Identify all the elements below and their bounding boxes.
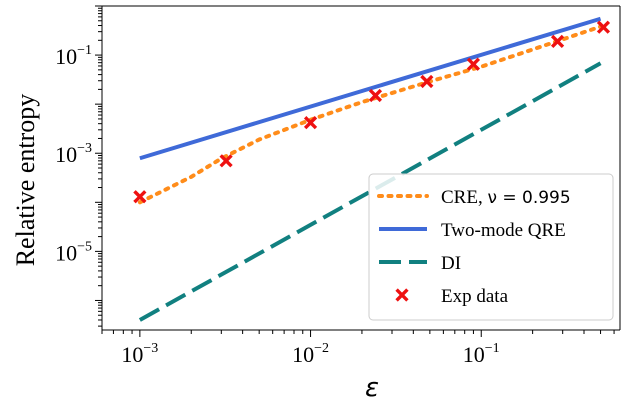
x-tick-label-0: 10−3 — [121, 341, 158, 367]
legend-item-3: Exp data — [395, 286, 509, 307]
series-line-1 — [139, 16, 602, 161]
data-point-2 — [303, 116, 318, 130]
y-tick-label-2: 10−5 — [55, 239, 92, 265]
legend-label: Exp data — [441, 286, 509, 307]
y-tick-label-0: 10−1 — [55, 43, 92, 69]
legend-item-0: CRE, ν = 0.995 — [377, 187, 571, 208]
x-axis-label: ε — [365, 373, 379, 402]
legend-label: CRE, ν = 0.995 — [441, 187, 571, 208]
data-point-1 — [219, 154, 233, 168]
legend-label: DI — [441, 253, 461, 274]
data-point-5 — [466, 57, 481, 71]
series-line-2 — [138, 61, 602, 322]
x-tick-label-2: 10−1 — [463, 341, 500, 367]
data-point-6 — [550, 34, 565, 48]
data-point-7 — [596, 20, 611, 34]
legend-marker — [395, 288, 409, 302]
legend-label: Two-mode QRE — [441, 220, 566, 241]
y-axis-label: Relative entropy — [11, 94, 40, 267]
legend-box — [368, 173, 614, 321]
legend-item-1: Two-mode QRE — [379, 220, 566, 241]
plot-area — [133, 16, 611, 322]
data-point-0 — [133, 190, 147, 204]
data-point-4 — [420, 74, 434, 89]
legend-item-2: DI — [379, 253, 461, 274]
series-line-0 — [137, 24, 603, 205]
legend: CRE, ν = 0.995 Two-mode QRE DI Exp data — [368, 173, 614, 321]
y-tick-label-1: 10−3 — [55, 141, 92, 167]
axes: 10−3 10−2 10−1 10−1 10−3 10−5 — [55, 5, 621, 367]
x-tick-label-1: 10−2 — [292, 341, 329, 367]
data-point-3 — [368, 88, 383, 103]
